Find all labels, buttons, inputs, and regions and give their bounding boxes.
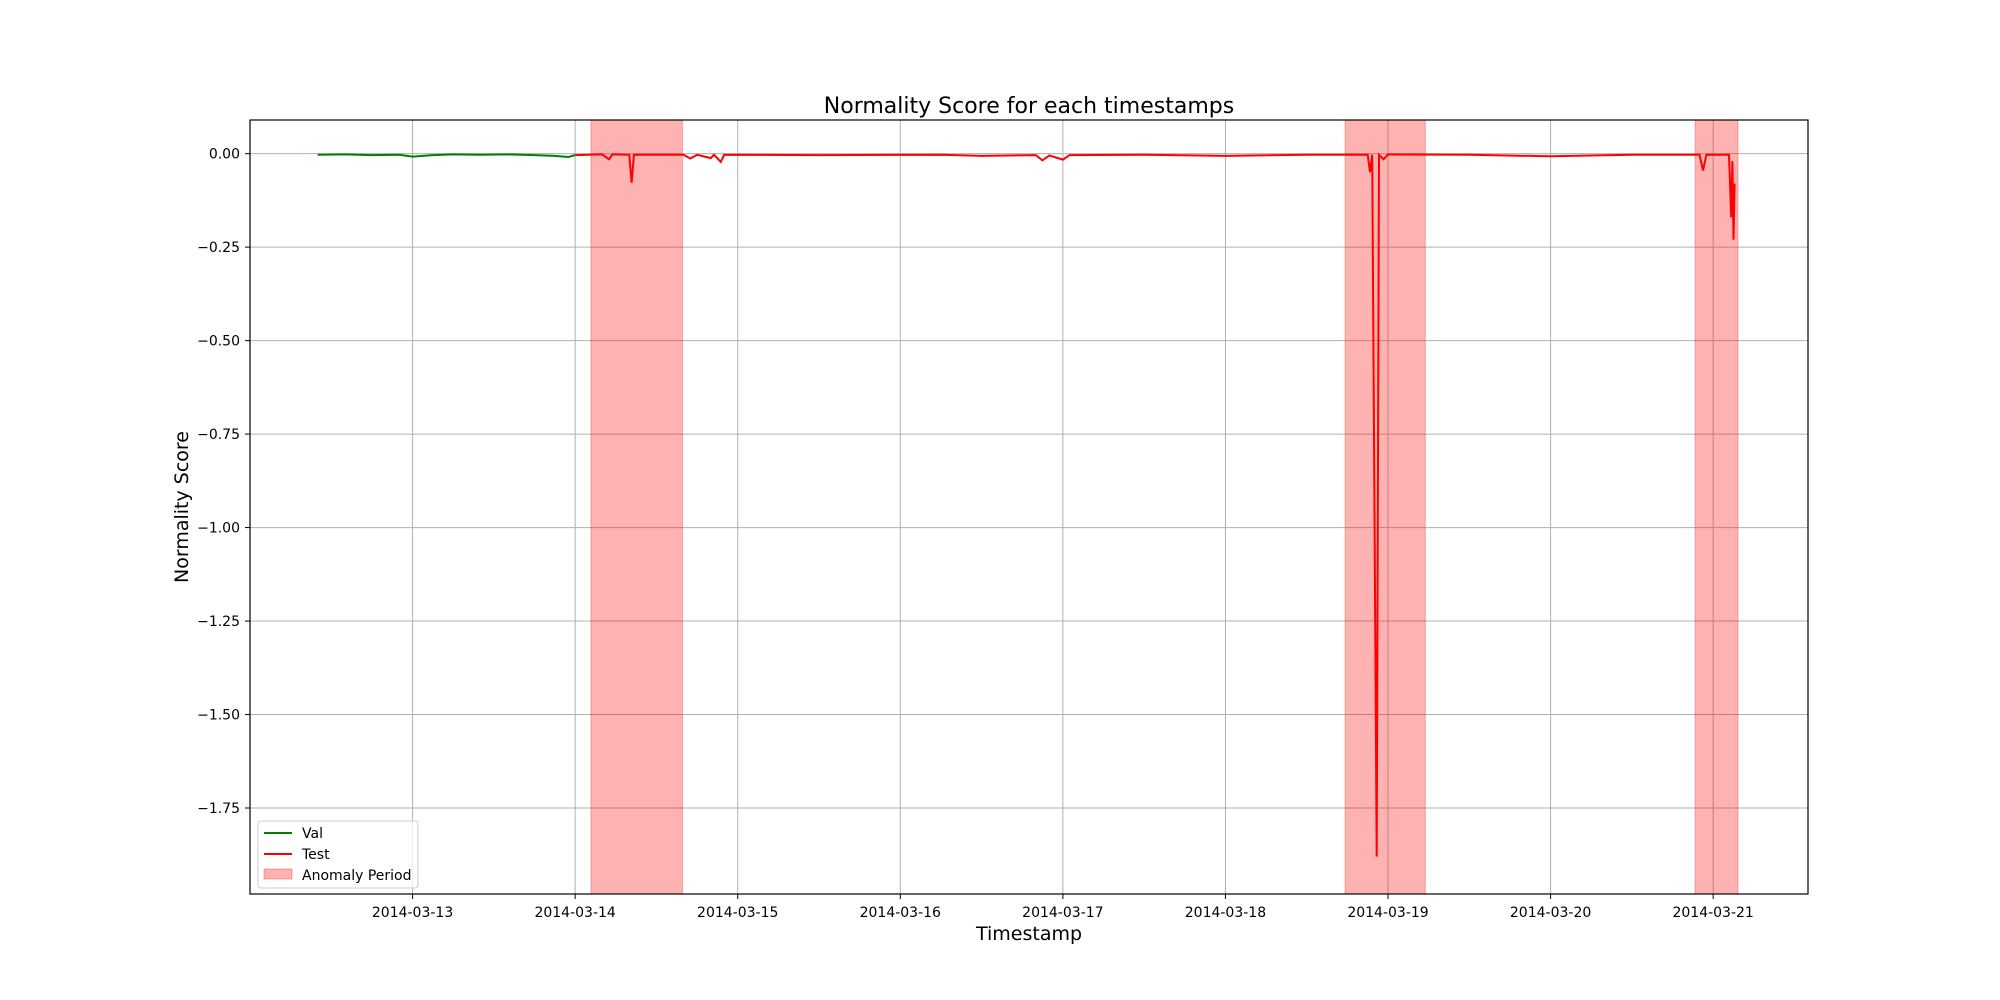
- legend-swatch-anomaly: [263, 868, 293, 880]
- x-tick-label: 2014-03-21: [1672, 905, 1753, 921]
- chart-title: Normality Score for each timestamps: [824, 94, 1234, 119]
- x-tick-label: 2014-03-14: [534, 905, 615, 921]
- legend: Val Test Anomaly Period: [257, 820, 419, 889]
- y-tick-label: −1.00: [197, 521, 240, 537]
- legend-label-test: Test: [301, 847, 330, 863]
- y-tick-label: −1.75: [197, 801, 240, 817]
- y-tick-label: 0.00: [209, 147, 240, 163]
- y-tick-label: −0.25: [197, 240, 240, 256]
- x-tick-label: 2014-03-16: [860, 905, 941, 921]
- x-axis: 2014-03-13 2014-03-14 2014-03-15 2014-03-16…: [372, 894, 1754, 921]
- x-tick-label: 2014-03-13: [372, 905, 453, 921]
- legend-label-anomaly: Anomaly Period: [302, 868, 412, 884]
- y-tick-label: −1.25: [197, 614, 240, 630]
- x-tick-label: 2014-03-19: [1347, 905, 1428, 921]
- y-tick-label: −0.50: [197, 334, 240, 350]
- x-axis-label: Timestamp: [975, 923, 1082, 945]
- legend-label-val: Val: [302, 826, 323, 842]
- legend-box: [257, 820, 419, 889]
- y-tick-label: −0.75: [197, 427, 240, 443]
- x-tick-label: 2014-03-20: [1510, 905, 1591, 921]
- series-lines: [317, 152, 1736, 857]
- anomaly-period: [1344, 119, 1426, 895]
- y-tick-label: −1.50: [197, 708, 240, 724]
- anomaly-period: [590, 119, 683, 895]
- anomaly-period: [1694, 119, 1739, 895]
- grid: [250, 120, 1808, 894]
- x-tick-label: 2014-03-18: [1185, 905, 1266, 921]
- series-line-test: [575, 152, 1736, 857]
- anomaly-spans: [590, 119, 1739, 895]
- plot-frame: [249, 119, 1809, 895]
- y-axis-label: Normality Score: [171, 431, 193, 583]
- x-tick-label: 2014-03-15: [697, 905, 778, 921]
- series-line-val: [317, 153, 576, 159]
- y-axis: 0.00 −0.25 −0.50 −0.75 −1.00 −1.25 −1.50 −1.75: [197, 147, 250, 817]
- x-tick-label: 2014-03-17: [1022, 905, 1103, 921]
